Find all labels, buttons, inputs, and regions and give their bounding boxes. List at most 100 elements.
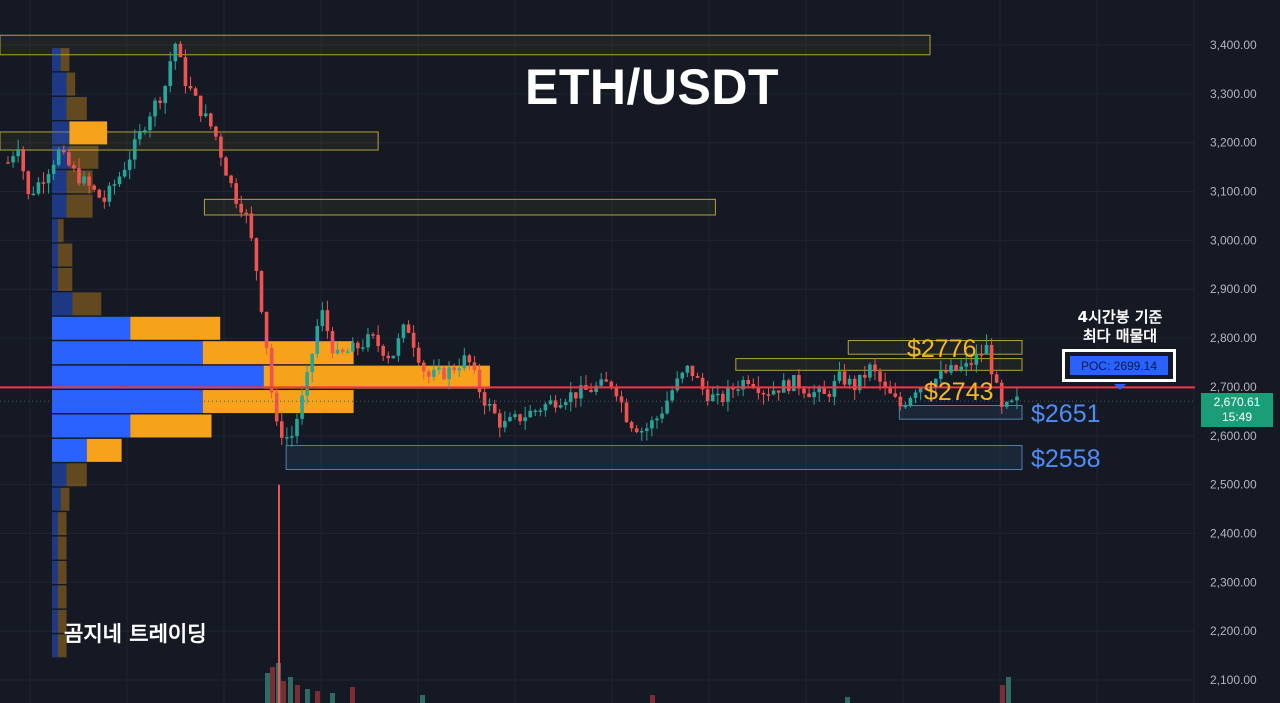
candle-body — [376, 335, 380, 346]
candle-body — [964, 363, 969, 367]
candle-body — [315, 326, 320, 354]
candle-body — [406, 324, 411, 333]
volume-bar — [845, 697, 850, 703]
price-axis[interactable]: 2,100.00 2,200.00 2,300.00 2,400.00 2,500.00… — [1210, 38, 1257, 687]
candle-body — [472, 362, 477, 370]
price-tick-label: 2,300.00 — [1210, 575, 1257, 589]
candle-body — [878, 371, 882, 382]
profile-buy-16 — [52, 438, 87, 462]
candle-body — [700, 377, 705, 390]
profile-buy-20 — [52, 536, 58, 560]
candle-body — [234, 183, 238, 204]
candle-body — [274, 392, 279, 422]
candle-body — [427, 371, 431, 377]
candle-body — [650, 420, 654, 429]
profile-sell-20 — [57, 536, 67, 560]
candle-body — [1015, 396, 1019, 401]
candle-body — [751, 384, 756, 387]
candle-body — [214, 126, 218, 137]
candle-body — [249, 213, 254, 239]
note-line-2: 최다 매물대 — [1082, 327, 1158, 345]
candle-body — [690, 365, 695, 377]
price-tick-label: 3,000.00 — [1210, 233, 1257, 247]
profile-buy-6 — [52, 194, 67, 218]
candle-body — [939, 370, 943, 379]
volume-bar — [315, 691, 320, 703]
candle-body — [857, 374, 862, 391]
volume-bar — [420, 695, 425, 703]
candle-body — [6, 162, 10, 164]
candle-body — [285, 437, 289, 439]
profile-buy-18 — [52, 487, 61, 511]
candle-body — [16, 149, 20, 157]
candle-body — [908, 397, 913, 406]
candle-body — [913, 392, 918, 398]
price-tick-label: 2,900.00 — [1210, 282, 1257, 296]
candle-body — [563, 402, 568, 406]
candle-body — [437, 367, 441, 370]
candle-body — [224, 157, 228, 176]
candle-body — [92, 185, 96, 190]
candle-body — [117, 176, 122, 185]
candle-body — [574, 392, 578, 399]
last-price-tag: 2,670.61 15:49 — [1201, 393, 1273, 427]
profile-buy-13 — [52, 365, 264, 389]
price-tick-label: 2,700.00 — [1210, 380, 1257, 394]
zone-3 — [203, 198, 716, 216]
candle-body — [209, 113, 213, 127]
candle-body — [918, 387, 923, 393]
candle-body — [462, 355, 467, 369]
countdown-timer: 15:49 — [1221, 410, 1253, 424]
candle-body — [645, 428, 649, 431]
profile-sell-7 — [57, 219, 64, 243]
candle-body — [163, 86, 167, 104]
candle-body — [432, 369, 436, 377]
candle-body — [198, 95, 203, 117]
candle-body — [863, 374, 867, 378]
candle-body — [959, 366, 963, 371]
volume-bar — [650, 695, 655, 703]
candle-body — [954, 365, 958, 371]
profile-sell-9 — [57, 267, 73, 291]
candle-body — [761, 392, 766, 395]
candle-body — [77, 168, 81, 184]
candle-body — [36, 182, 41, 194]
candle-body — [102, 197, 107, 202]
profile-buy-11 — [52, 316, 131, 340]
candle-body — [229, 175, 233, 184]
zone-7 — [285, 445, 1023, 470]
level-label-2776: $2776 — [907, 335, 977, 363]
volume-bar — [265, 673, 270, 703]
candle-body — [675, 378, 680, 391]
profile-buy-0 — [52, 48, 61, 72]
zone-5 — [735, 358, 1023, 371]
candle-body — [127, 159, 132, 170]
candle-body — [305, 372, 309, 396]
candle-body — [452, 367, 456, 371]
price-tick-label: 2,800.00 — [1210, 331, 1257, 345]
profile-sell-8 — [57, 243, 73, 267]
candle-body — [340, 349, 345, 352]
level-label-2651: $2651 — [1031, 400, 1101, 428]
candle-body — [72, 165, 76, 169]
profile-sell-24 — [57, 634, 67, 658]
note-line-1: 4시간봉 기준 — [1077, 308, 1163, 326]
profile-sell-15 — [130, 414, 212, 438]
candle-body — [994, 374, 999, 383]
profile-buy-8 — [52, 243, 58, 267]
candle-body — [87, 176, 91, 186]
candle-body — [467, 355, 472, 363]
candle-body — [979, 354, 984, 356]
profile-sell-23 — [57, 609, 67, 633]
price-tick-label: 2,100.00 — [1210, 673, 1257, 687]
candle-body — [842, 371, 847, 385]
candle-body — [989, 344, 994, 375]
candle-body — [716, 393, 720, 396]
candle-body — [797, 375, 801, 389]
profile-sell-1 — [66, 72, 76, 96]
chart-grid — [0, 0, 1195, 703]
candle-body — [837, 371, 842, 382]
poc-label: POC: 2699.14 — [1070, 356, 1168, 375]
candle-body — [655, 418, 659, 421]
